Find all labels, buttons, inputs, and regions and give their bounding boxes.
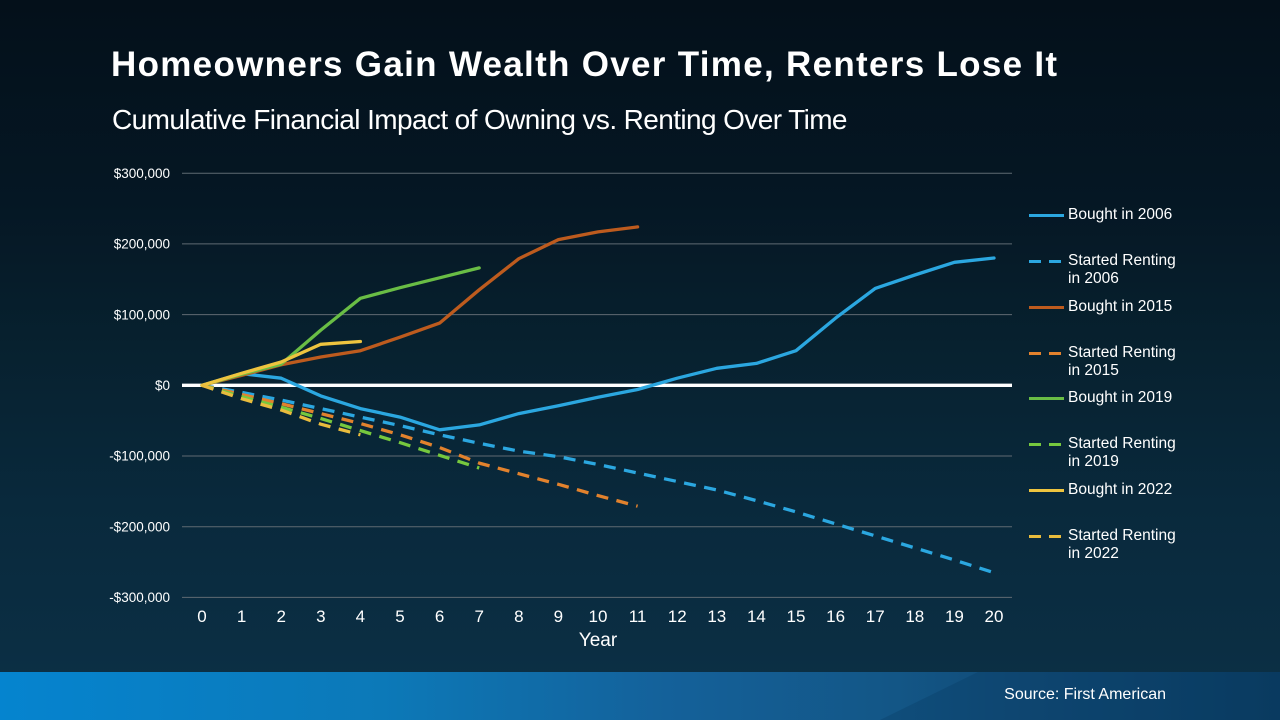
svg-text:9: 9 xyxy=(554,607,563,626)
svg-text:$200,000: $200,000 xyxy=(114,237,170,252)
svg-text:14: 14 xyxy=(747,607,766,626)
svg-text:1: 1 xyxy=(237,607,246,626)
svg-text:11: 11 xyxy=(629,607,647,626)
svg-text:20: 20 xyxy=(985,607,1004,626)
svg-text:8: 8 xyxy=(514,607,523,626)
svg-text:2: 2 xyxy=(276,607,285,626)
svg-text:19: 19 xyxy=(945,607,964,626)
svg-text:$0: $0 xyxy=(155,378,170,393)
svg-text:13: 13 xyxy=(707,607,726,626)
svg-text:4: 4 xyxy=(356,607,365,626)
svg-text:-$300,000: -$300,000 xyxy=(109,590,170,605)
svg-text:12: 12 xyxy=(668,607,687,626)
svg-text:6: 6 xyxy=(435,607,444,626)
svg-text:-$100,000: -$100,000 xyxy=(109,449,170,464)
svg-text:Year: Year xyxy=(579,630,618,651)
svg-text:5: 5 xyxy=(395,607,404,626)
svg-text:15: 15 xyxy=(787,607,806,626)
svg-text:18: 18 xyxy=(905,607,924,626)
svg-text:$300,000: $300,000 xyxy=(114,166,170,181)
svg-text:-$200,000: -$200,000 xyxy=(109,519,170,534)
svg-text:17: 17 xyxy=(866,607,885,626)
svg-text:$100,000: $100,000 xyxy=(114,307,170,322)
svg-text:3: 3 xyxy=(316,607,325,626)
svg-text:0: 0 xyxy=(197,607,206,626)
svg-text:10: 10 xyxy=(589,607,608,626)
svg-text:7: 7 xyxy=(474,607,483,626)
svg-text:16: 16 xyxy=(826,607,845,626)
